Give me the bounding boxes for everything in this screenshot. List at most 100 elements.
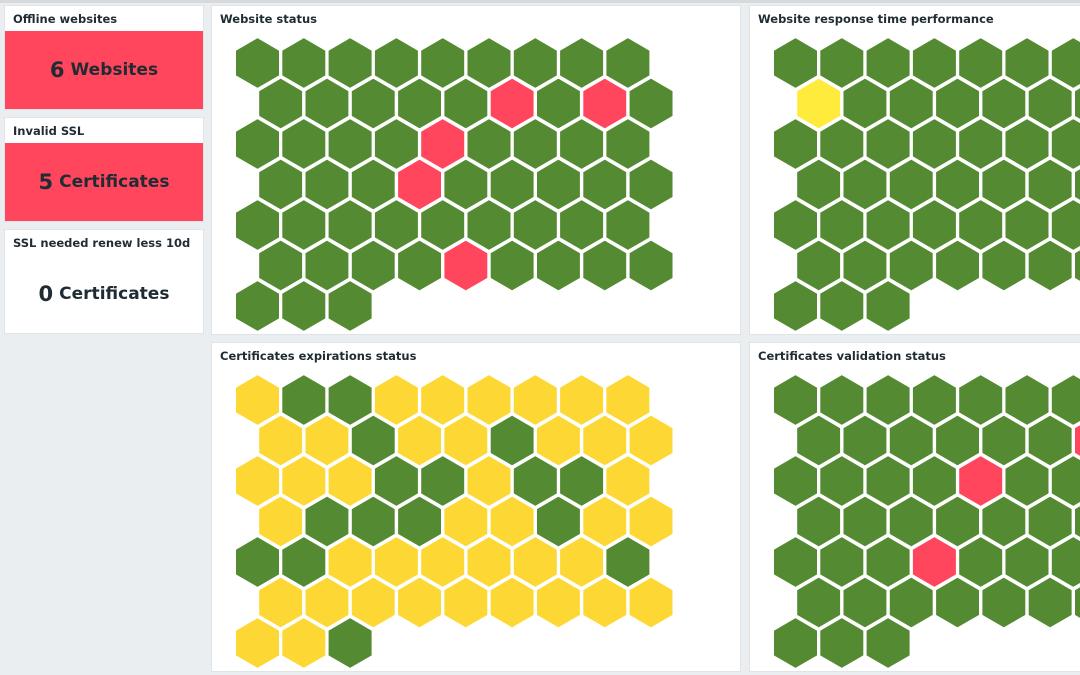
hex-cell-ok[interactable]	[934, 414, 981, 467]
hex-cell-average[interactable]	[489, 495, 535, 548]
hex-cell-average[interactable]	[257, 414, 304, 467]
hex-cell-ok[interactable]	[772, 279, 819, 333]
hex-cell-ok[interactable]	[934, 239, 981, 292]
hex-cell-ok[interactable]	[911, 454, 958, 508]
hex-cell-ok[interactable]	[981, 239, 1027, 292]
hex-cell-ok[interactable]	[819, 373, 865, 427]
hex-cell-average[interactable]	[281, 616, 327, 670]
hex-cell-ok[interactable]	[373, 36, 420, 90]
hex-cell-ok[interactable]	[958, 117, 1004, 171]
hex-cell-average[interactable]	[466, 454, 512, 508]
hex-cell-ok[interactable]	[281, 373, 327, 427]
hex-cell-ok[interactable]	[865, 117, 911, 171]
hex-cell-ok[interactable]	[865, 454, 911, 508]
hex-cell-ok[interactable]	[958, 535, 1004, 589]
hex-cell-ok[interactable]	[795, 414, 842, 467]
hex-cell-ok[interactable]	[888, 77, 934, 130]
hex-cell-ok[interactable]	[558, 117, 605, 171]
hex-cell-ok[interactable]	[819, 279, 865, 333]
hex-cell-ok[interactable]	[1004, 535, 1050, 589]
hex-cell-problem[interactable]	[443, 239, 489, 292]
hex-cell-average[interactable]	[373, 373, 420, 427]
hex-cell-ok[interactable]	[842, 414, 888, 467]
hex-cell-ok[interactable]	[327, 373, 373, 427]
hex-cell-ok[interactable]	[772, 616, 819, 670]
hex-cell-ok[interactable]	[582, 239, 628, 292]
hex-cell-ok[interactable]	[558, 454, 605, 508]
hex-cell-ok[interactable]	[535, 239, 582, 292]
hex-cell-average[interactable]	[420, 535, 466, 589]
hex-cell-ok[interactable]	[281, 535, 327, 589]
hex-cell-ok[interactable]	[605, 198, 651, 252]
hex-cell-ok[interactable]	[934, 576, 981, 629]
hex-cell-average[interactable]	[350, 576, 396, 629]
hex-cell-ok[interactable]	[1050, 373, 1080, 427]
hex-cell-ok[interactable]	[1004, 198, 1050, 252]
hex-cell-ok[interactable]	[420, 454, 466, 508]
hex-cell-ok[interactable]	[911, 36, 958, 90]
hex-cell-ok[interactable]	[489, 158, 535, 211]
hex-cell-ok[interactable]	[443, 77, 489, 130]
hex-cell-ok[interactable]	[512, 454, 558, 508]
hex-cell-ok[interactable]	[304, 239, 350, 292]
hex-cell-ok[interactable]	[420, 198, 466, 252]
hex-cell-ok[interactable]	[281, 36, 327, 90]
widget-cert-validation[interactable]: Certificates validation status	[749, 342, 1080, 672]
hex-cell-ok[interactable]	[795, 239, 842, 292]
hex-cell-ok[interactable]	[911, 117, 958, 171]
hex-cell-ok[interactable]	[234, 535, 281, 589]
hex-cell-average[interactable]	[234, 454, 281, 508]
hex-cell-ok[interactable]	[888, 576, 934, 629]
widget-offline-websites[interactable]: Offline websites 6 Websites	[4, 5, 204, 110]
hex-cell-ok[interactable]	[888, 239, 934, 292]
hex-cell-ok[interactable]	[819, 117, 865, 171]
hex-cell-ok[interactable]	[934, 77, 981, 130]
hex-cell-ok[interactable]	[605, 36, 651, 90]
hex-cell-ok[interactable]	[772, 36, 819, 90]
hex-cell-ok[interactable]	[327, 117, 373, 171]
hex-cell-ok[interactable]	[888, 414, 934, 467]
hex-cell-ok[interactable]	[373, 198, 420, 252]
hex-cell-ok[interactable]	[257, 158, 304, 211]
hex-cell-average[interactable]	[443, 495, 489, 548]
hex-cell-ok[interactable]	[1050, 198, 1080, 252]
hex-cell-ok[interactable]	[1050, 535, 1080, 589]
hex-cell-ok[interactable]	[795, 158, 842, 211]
hex-cell-average[interactable]	[466, 535, 512, 589]
hex-cell-ok[interactable]	[888, 158, 934, 211]
widget-invalid-ssl[interactable]: Invalid SSL 5 Certificates	[4, 117, 204, 222]
hex-cell-ok[interactable]	[1073, 78, 1080, 129]
hex-cell-ok[interactable]	[819, 535, 865, 589]
hex-cell-ok[interactable]	[350, 77, 396, 130]
hex-cell-ok[interactable]	[327, 616, 373, 670]
hex-cell-average[interactable]	[443, 576, 489, 629]
hex-cell-ok[interactable]	[981, 495, 1027, 548]
hex-cell-ok[interactable]	[1050, 117, 1080, 171]
hex-cell-ok[interactable]	[420, 36, 466, 90]
hex-cell-problem[interactable]	[420, 117, 466, 171]
hex-cell-ok[interactable]	[911, 198, 958, 252]
hex-cell-ok[interactable]	[373, 454, 420, 508]
hex-cell-ok[interactable]	[350, 495, 396, 548]
hex-cell-average[interactable]	[628, 495, 674, 548]
hex-cell-average[interactable]	[257, 495, 304, 548]
widget-cert-expiration[interactable]: Certificates expirations status	[211, 342, 741, 672]
hex-cell-problem[interactable]	[911, 535, 958, 589]
hex-cell-average[interactable]	[558, 535, 605, 589]
hex-cell-ok[interactable]	[795, 576, 842, 629]
hex-cell-ok[interactable]	[1050, 454, 1080, 508]
hex-cell-problem[interactable]	[582, 77, 628, 130]
hex-cell-ok[interactable]	[865, 535, 911, 589]
hex-cell-ok[interactable]	[819, 454, 865, 508]
hex-cell-ok[interactable]	[1073, 240, 1080, 291]
hex-cell-ok[interactable]	[396, 239, 443, 292]
hex-cell-ok[interactable]	[396, 495, 443, 548]
hex-cell-ok[interactable]	[911, 373, 958, 427]
hex-cell-average[interactable]	[304, 576, 350, 629]
hex-cell-ok[interactable]	[888, 495, 934, 548]
hex-cell-ok[interactable]	[1027, 576, 1073, 629]
hex-cell-average[interactable]	[257, 576, 304, 629]
hex-cell-ok[interactable]	[1004, 373, 1050, 427]
hex-cell-average[interactable]	[304, 414, 350, 467]
hex-cell-ok[interactable]	[234, 198, 281, 252]
